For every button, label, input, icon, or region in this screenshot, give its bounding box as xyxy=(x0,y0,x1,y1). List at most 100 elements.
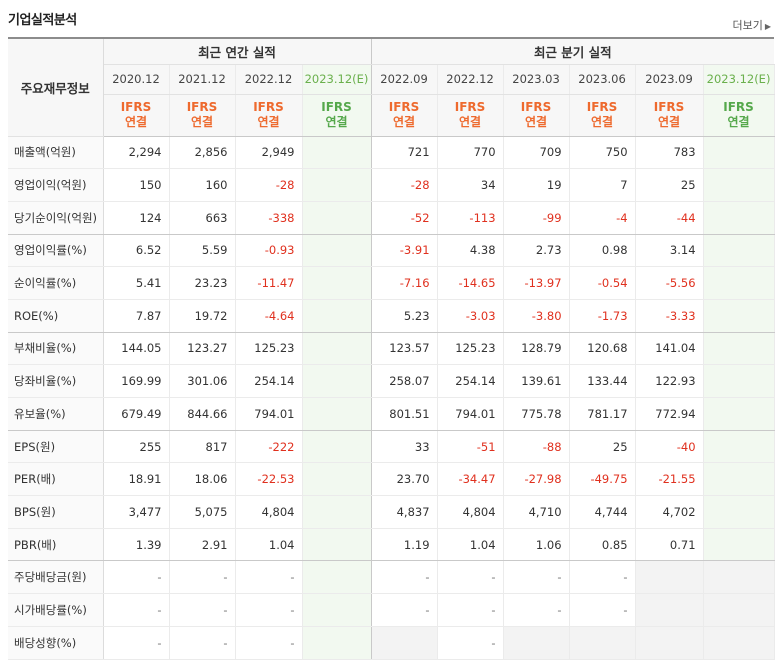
row-label[interactable]: PER(배) xyxy=(8,462,104,497)
period-header: 2022.09 xyxy=(371,64,438,95)
ifrs-basis-cell[interactable]: IFRS 연결 xyxy=(635,94,704,137)
value-cell xyxy=(503,626,570,660)
ifrs-basis-cell[interactable]: IFRS 연결 xyxy=(703,94,775,137)
row-label[interactable]: 주당배당금(원) xyxy=(8,560,104,595)
value-cell: -3.91 xyxy=(371,234,438,268)
row-label[interactable]: EPS(원) xyxy=(8,430,104,464)
row-label-header: 주요재무정보 xyxy=(8,38,104,137)
period-header: 2022.12 xyxy=(437,64,504,95)
value-cell xyxy=(302,364,372,398)
basis-ifrs-label: IFRS xyxy=(321,100,352,114)
value-cell: - xyxy=(103,560,170,595)
value-cell: 255 xyxy=(103,430,170,464)
table-row: 주당배당금(원) - - - - - - - xyxy=(8,560,775,595)
value-cell: 23.23 xyxy=(169,266,236,300)
value-cell xyxy=(302,462,372,497)
value-cell: -4.64 xyxy=(235,299,303,333)
value-cell: - xyxy=(235,593,303,627)
value-cell: 7 xyxy=(569,168,636,202)
row-label[interactable]: ROE(%) xyxy=(8,299,104,333)
table-row: PBR(배) 1.39 2.91 1.04 1.19 1.04 1.06 0.85 0.71 xyxy=(8,528,775,562)
value-cell xyxy=(703,168,775,202)
value-cell: 0.98 xyxy=(569,234,636,268)
value-cell: -338 xyxy=(235,201,303,235)
value-cell: 4,702 xyxy=(635,495,704,529)
row-label[interactable]: 영업이익률(%) xyxy=(8,234,104,268)
period-header: 2023.09 xyxy=(635,64,704,95)
value-cell xyxy=(302,495,372,529)
value-cell: -3.33 xyxy=(635,299,704,333)
ifrs-basis-cell[interactable]: IFRS 연결 xyxy=(235,94,303,137)
value-cell: -113 xyxy=(437,201,504,235)
value-cell: -1.73 xyxy=(569,299,636,333)
value-cell: - xyxy=(103,593,170,627)
value-cell: - xyxy=(437,626,504,660)
table-row: PER(배) 18.91 18.06 -22.53 23.70 -34.47 -27.98-… xyxy=(8,462,775,497)
value-cell: 750 xyxy=(569,136,636,170)
value-cell: 169.99 xyxy=(103,364,170,398)
value-cell: 125.23 xyxy=(235,332,303,366)
value-cell: 123.27 xyxy=(169,332,236,366)
basis-ifrs-label: IFRS xyxy=(253,100,284,114)
row-label[interactable]: 영업이익(억원) xyxy=(8,168,104,202)
row-label[interactable]: 당기순이익(억원) xyxy=(8,201,104,235)
ifrs-basis-cell[interactable]: IFRS 연결 xyxy=(371,94,438,137)
table-row: 순이익률(%) 5.41 23.23 -11.47 -7.16 -14.65 -13.97-… xyxy=(8,266,775,300)
row-label[interactable]: 순이익률(%) xyxy=(8,266,104,300)
value-cell: -4 xyxy=(569,201,636,235)
value-cell: - xyxy=(371,560,438,595)
value-cell: - xyxy=(569,593,636,627)
period-row: 2020.12 2021.12 2022.12 2023.12(E) 2022.09 20… xyxy=(8,64,775,95)
value-cell: -99 xyxy=(503,201,570,235)
row-label[interactable]: BPS(원) xyxy=(8,495,104,529)
row-label[interactable]: 배당성향(%) xyxy=(8,626,104,660)
value-cell: 150 xyxy=(103,168,170,202)
row-label[interactable]: 시가배당률(%) xyxy=(8,593,104,627)
value-cell xyxy=(635,593,704,627)
value-cell xyxy=(635,560,704,595)
value-cell: -27.98 xyxy=(503,462,570,497)
value-cell: 25 xyxy=(569,430,636,464)
row-label[interactable]: 유보율(%) xyxy=(8,397,104,431)
ifrs-basis-cell[interactable]: IFRS 연결 xyxy=(302,94,372,137)
basis-ifrs-label: IFRS xyxy=(454,100,486,114)
value-cell: 34 xyxy=(437,168,504,202)
row-label[interactable]: 당좌비율(%) xyxy=(8,364,104,398)
basis-consolidated-label: 연결 xyxy=(124,115,148,129)
value-cell: -5.56 xyxy=(635,266,704,300)
value-cell: - xyxy=(437,560,504,595)
basis-ifrs-label: IFRS xyxy=(520,100,552,114)
value-cell: -40 xyxy=(635,430,704,464)
basis-consolidated-label: 연결 xyxy=(325,115,348,129)
ifrs-basis-cell[interactable]: IFRS 연결 xyxy=(437,94,504,137)
value-cell: 709 xyxy=(503,136,570,170)
basis-ifrs-label: IFRS xyxy=(186,100,218,114)
ifrs-basis-cell[interactable]: IFRS 연결 xyxy=(569,94,636,137)
period-header: 2023.03 xyxy=(503,64,570,95)
basis-ifrs-label: IFRS xyxy=(388,100,420,114)
value-cell: 2.91 xyxy=(169,528,236,562)
basis-consolidated-label: 연결 xyxy=(392,115,416,129)
value-cell: 0.85 xyxy=(569,528,636,562)
value-cell xyxy=(302,266,372,300)
more-link[interactable]: 더보기 ▶ xyxy=(732,17,771,33)
table-row: 유보율(%) 679.49 844.66 794.01 801.51 794.01 775.… xyxy=(8,397,775,431)
value-cell: 781.17 xyxy=(569,397,636,431)
ifrs-basis-cell[interactable]: IFRS 연결 xyxy=(103,94,170,137)
value-cell: 794.01 xyxy=(437,397,504,431)
basis-row: IFRS 연결 IFRS 연결 IFRS 연결 IFRS 연결 IFRS 연결 IFRS 연결 IFRS… xyxy=(8,94,775,137)
row-label[interactable]: 매출액(억원) xyxy=(8,136,104,170)
financial-table: 주요재무정보 최근 연간 실적 최근 분기 실적 2020.12 2021.12 2… xyxy=(8,37,775,660)
ifrs-basis-cell[interactable]: IFRS 연결 xyxy=(169,94,236,137)
value-cell: 1.04 xyxy=(437,528,504,562)
basis-consolidated-label: 연결 xyxy=(590,115,614,129)
ifrs-basis-cell[interactable]: IFRS 연결 xyxy=(503,94,570,137)
header-group-row: 주요재무정보 최근 연간 실적 최근 분기 실적 xyxy=(8,38,775,137)
basis-ifrs-label: IFRS xyxy=(653,100,685,114)
basis-consolidated-label: 연결 xyxy=(190,115,214,129)
row-label[interactable]: PBR(배) xyxy=(8,528,104,562)
row-label[interactable]: 부채비율(%) xyxy=(8,332,104,366)
value-cell: 141.04 xyxy=(635,332,704,366)
value-cell: 133.44 xyxy=(569,364,636,398)
